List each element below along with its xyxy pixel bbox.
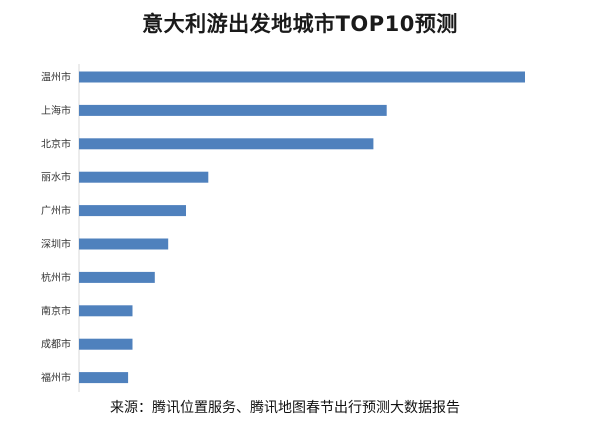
- category-label-7: 杭州市: [41, 271, 71, 284]
- bar-2: [79, 104, 387, 116]
- category-label-1: 温州市: [41, 71, 71, 84]
- category-label-8: 南京市: [41, 304, 71, 317]
- source-note: 来源：腾讯位置服务、腾讯地图春节出行预测大数据报告: [110, 400, 460, 416]
- chart-title: 意大利游出发地城市TOP10预测: [142, 12, 458, 36]
- category-label-5: 广州市: [41, 204, 71, 217]
- bar-1: [79, 71, 525, 83]
- category-label-10: 福州市: [41, 371, 71, 384]
- category-label-6: 深圳市: [41, 238, 71, 251]
- bar-3: [79, 138, 374, 150]
- bar-5: [79, 205, 186, 217]
- category-label-9: 成都市: [41, 338, 71, 351]
- bar-6: [79, 238, 169, 250]
- bar-8: [79, 305, 133, 317]
- bar-7: [79, 271, 155, 283]
- category-label-4: 丽水市: [41, 171, 71, 184]
- bar-10: [79, 372, 129, 384]
- category-label-2: 上海市: [41, 104, 71, 117]
- bar-4: [79, 171, 209, 183]
- category-label-3: 北京市: [41, 137, 71, 150]
- bar-9: [79, 338, 133, 350]
- bars-layer: [79, 71, 525, 384]
